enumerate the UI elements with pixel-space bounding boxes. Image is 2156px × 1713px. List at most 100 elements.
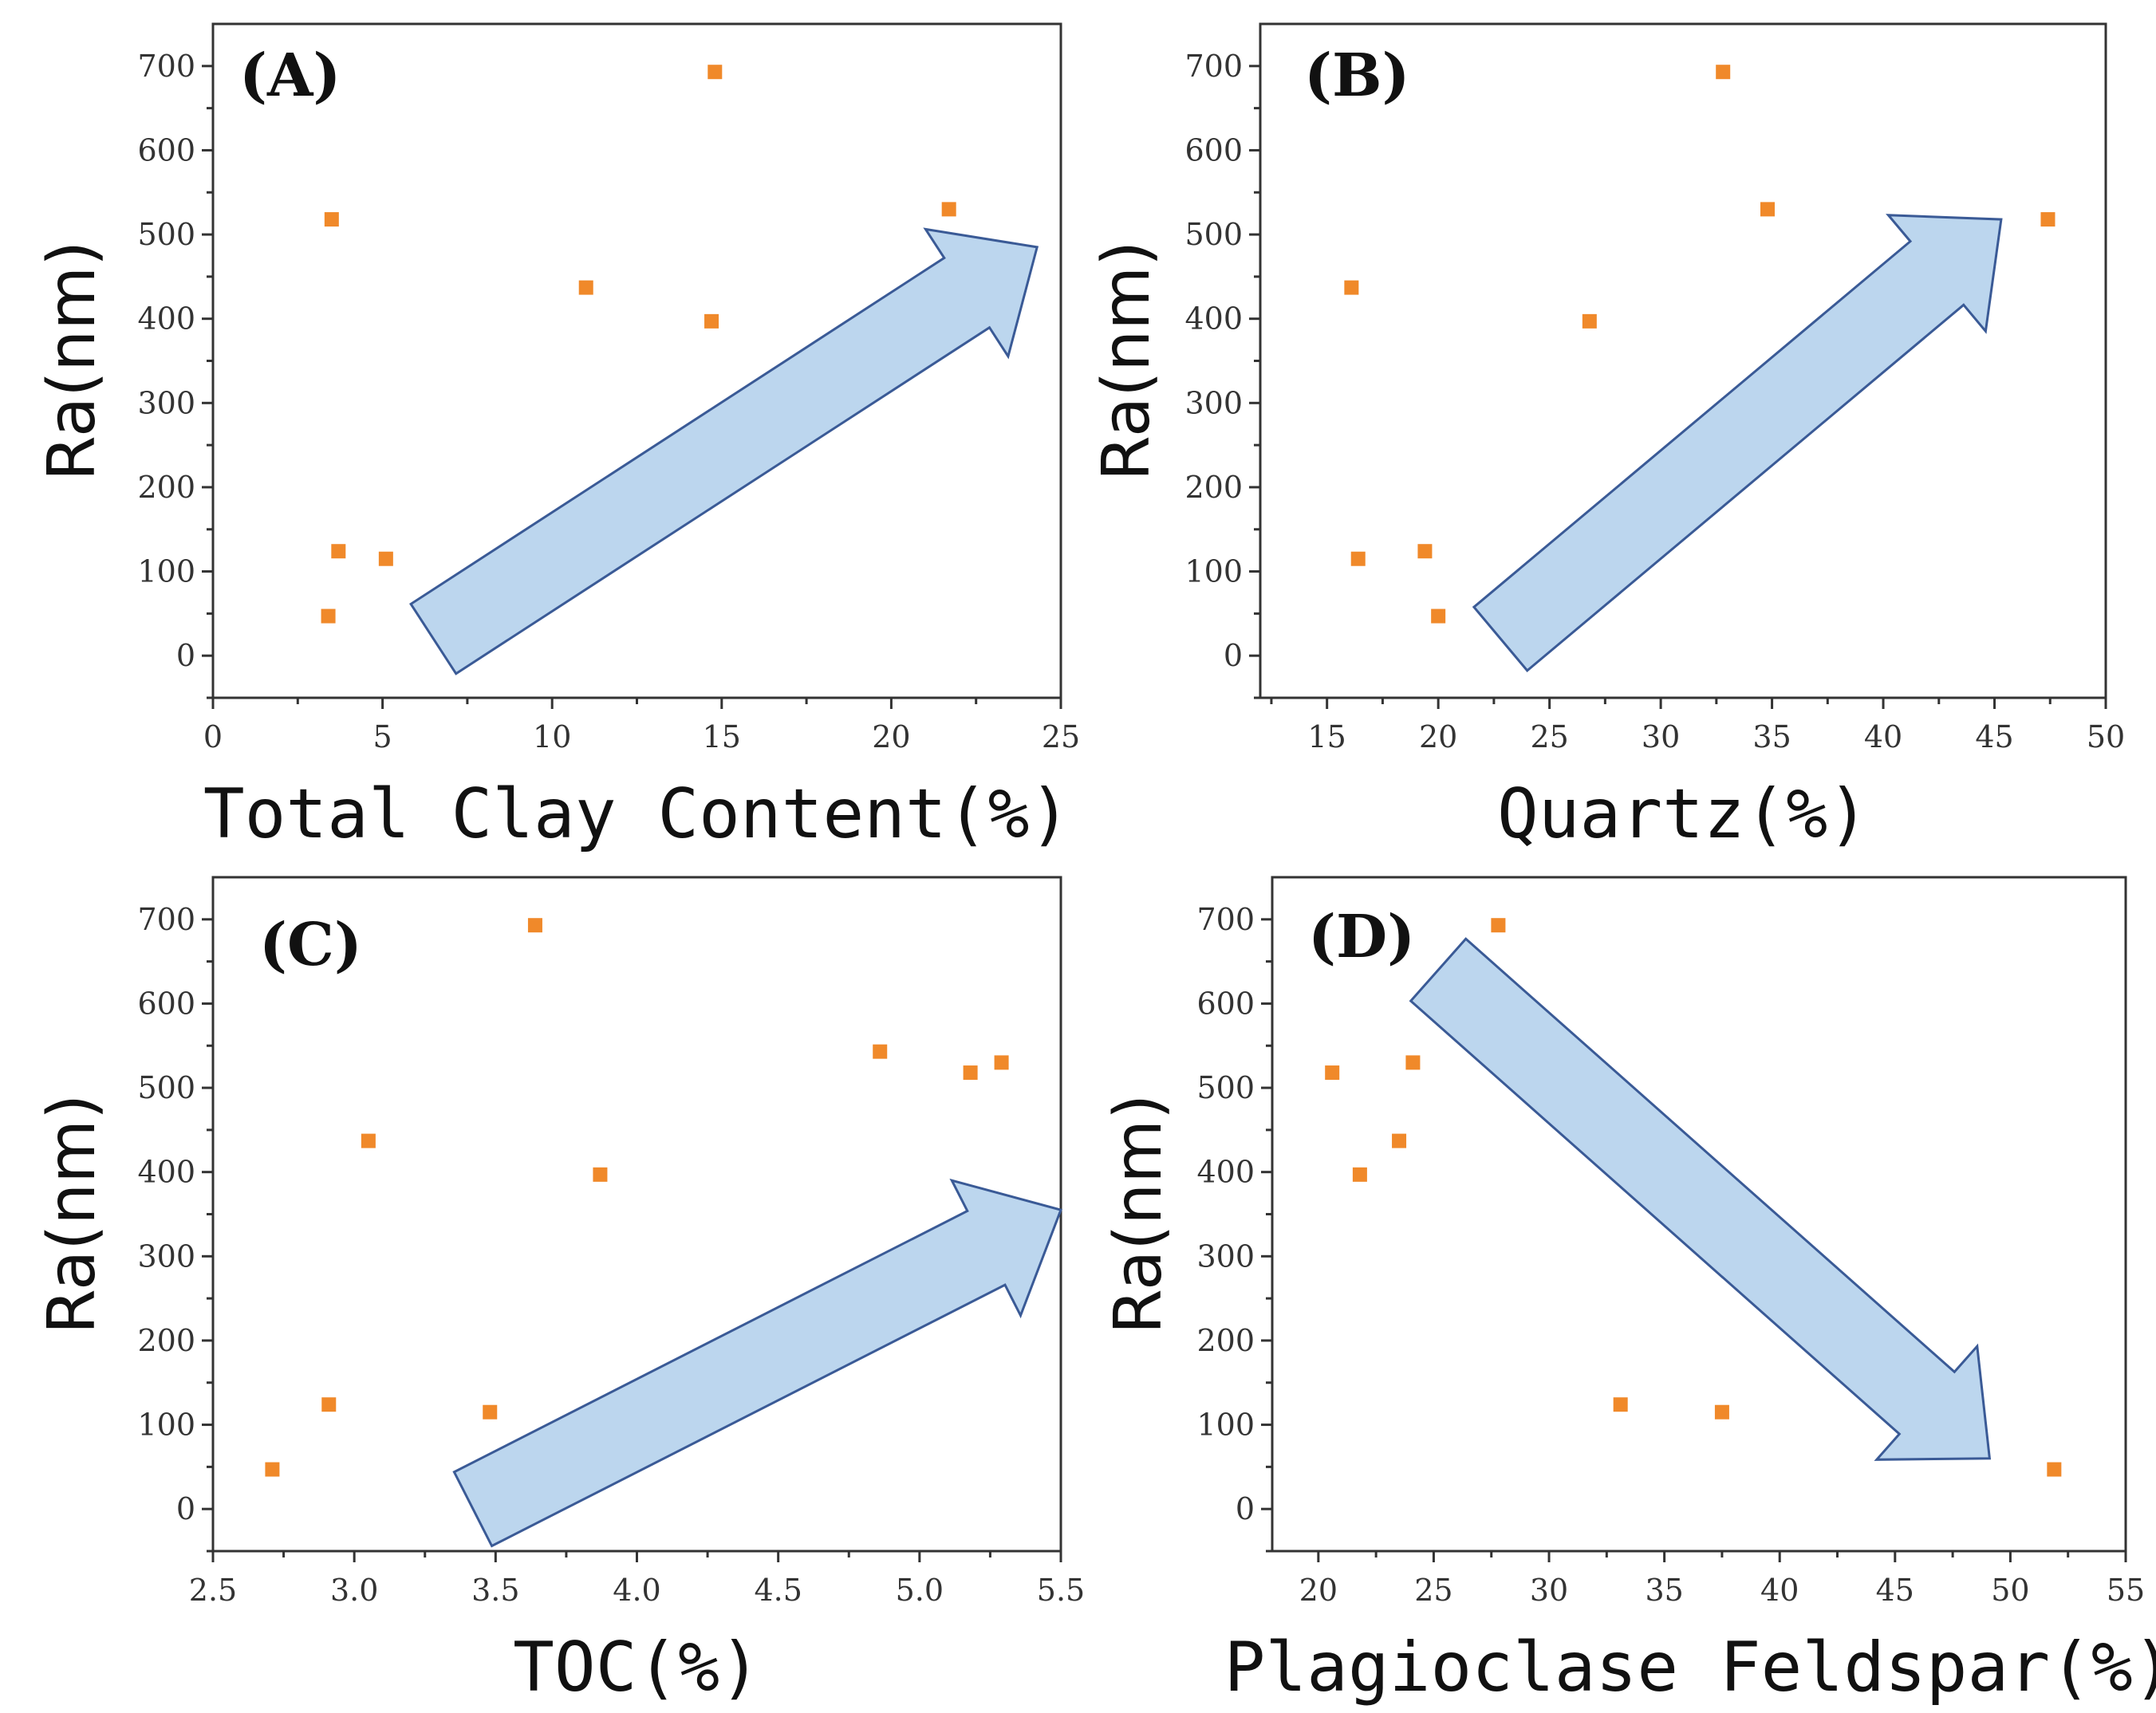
y-tick-label: 200 <box>137 1323 195 1358</box>
y-tick-label: 600 <box>1184 132 1243 167</box>
data-point <box>2040 212 2055 226</box>
data-point <box>1351 552 1366 566</box>
y-tick-label: 500 <box>137 1070 195 1105</box>
data-point <box>331 544 345 558</box>
y-tick-label: 700 <box>137 49 195 84</box>
y-tick-label: 500 <box>1196 1070 1255 1105</box>
y-tick-label: 100 <box>137 1408 195 1443</box>
data-point <box>707 65 722 79</box>
y-tick-label: 200 <box>137 470 195 505</box>
y-tick-label: 700 <box>1184 49 1243 84</box>
data-point <box>964 1065 978 1080</box>
y-tick-label: 400 <box>1184 301 1243 337</box>
data-point <box>873 1045 887 1059</box>
data-point <box>593 1168 607 1182</box>
y-tick-label: 600 <box>1196 986 1255 1021</box>
trend-arrow-increasing <box>1474 215 2001 671</box>
data-point <box>1583 314 1597 329</box>
x-axis-title: Total Clay Content(%) <box>203 774 1070 854</box>
data-point <box>483 1405 497 1420</box>
x-tick-label: 3.5 <box>471 1573 519 1608</box>
y-tick-label: 0 <box>176 638 195 673</box>
data-point <box>1392 1134 1406 1148</box>
plot-frame <box>1260 24 2106 698</box>
x-tick-label: 50 <box>1991 1573 2029 1608</box>
data-point <box>265 1463 279 1477</box>
x-tick-label: 35 <box>1645 1573 1683 1608</box>
y-axis-title: Ra(nm) <box>34 1094 110 1334</box>
x-tick-label: 20 <box>1299 1573 1338 1608</box>
panel-label: (B) <box>1304 41 1410 110</box>
data-point <box>1716 65 1730 79</box>
panel-label: (A) <box>239 41 341 110</box>
y-tick-label: 300 <box>137 385 195 420</box>
x-tick-label: 25 <box>1042 719 1080 754</box>
panel-label: (C) <box>259 911 362 979</box>
panel-c: 0 100 200 300 400 500 600 700 2.5 3.0 3.5 4.0 4.5 5.0… <box>34 877 1085 1707</box>
panel-label: (D) <box>1308 903 1415 971</box>
x-tick-label: 30 <box>1642 719 1680 754</box>
x-tick-label: 4.0 <box>613 1573 660 1608</box>
data-point <box>321 609 336 624</box>
x-tick-label: 40 <box>1760 1573 1799 1608</box>
y-tick-label: 0 <box>1236 1491 1255 1526</box>
y-axis-title: Ra(nm) <box>1101 1094 1177 1334</box>
data-point <box>379 552 393 566</box>
x-tick-label: 45 <box>1975 719 2013 754</box>
data-point <box>1405 1055 1420 1069</box>
x-tick-label: 30 <box>1530 1573 1568 1608</box>
panel-a: 0 100 200 300 400 500 600 700 0 5 10 15 20 25 (A) Total… <box>34 24 1080 854</box>
x-tick-label: 5.5 <box>1037 1573 1085 1608</box>
x-tick-label: 55 <box>2107 1573 2145 1608</box>
x-axis-title: TOC(%) <box>513 1628 761 1707</box>
y-axis-title: Ra(nm) <box>1089 241 1165 481</box>
panel-b: 0 100 200 300 400 500 600 700 15 20 25 30 35 40 45 50 (B… <box>1089 24 2125 854</box>
x-axis-title: Quartz(%) <box>1497 774 1869 854</box>
y-tick-label: 500 <box>1184 217 1243 252</box>
y-tick-label: 700 <box>137 902 195 937</box>
y-tick-label: 200 <box>1184 470 1243 505</box>
data-point <box>1431 609 1445 624</box>
data-point <box>1353 1168 1367 1182</box>
y-tick-label: 600 <box>137 986 195 1021</box>
data-point <box>1614 1397 1628 1412</box>
y-axis-title: Ra(nm) <box>34 241 110 481</box>
x-tick-label: 45 <box>1876 1573 1914 1608</box>
x-tick-label: 2.5 <box>189 1573 237 1608</box>
data-point <box>995 1055 1009 1069</box>
data-point <box>579 281 593 295</box>
y-tick-label: 600 <box>137 132 195 167</box>
x-tick-label: 4.5 <box>754 1573 802 1608</box>
x-axis-title: Plagioclase Feldspar(%) <box>1224 1628 2156 1707</box>
data-point <box>704 314 719 329</box>
data-point <box>528 918 542 932</box>
y-tick-label: 100 <box>137 554 195 589</box>
x-tick-label: 25 <box>1414 1573 1452 1608</box>
data-point <box>1325 1065 1339 1080</box>
data-point <box>321 1397 336 1412</box>
x-tick-label: 0 <box>203 719 223 754</box>
y-tick-label: 200 <box>1196 1323 1255 1358</box>
panel-d: 0 100 200 300 400 500 600 700 20 25 30 35 40 45 50 55 (D… <box>1101 877 2156 1707</box>
data-point <box>1491 918 1505 932</box>
data-point <box>325 212 339 226</box>
data-point <box>361 1134 376 1148</box>
trend-arrow-increasing <box>454 1180 1061 1546</box>
y-tick-label: 0 <box>1224 638 1243 673</box>
x-tick-label: 10 <box>533 719 571 754</box>
x-tick-label: 25 <box>1530 719 1568 754</box>
x-tick-label: 20 <box>872 719 910 754</box>
data-point <box>1760 202 1775 216</box>
data-point <box>942 202 956 216</box>
figure: 01002003004005006007000 5 10 15 20 25(A)Total… <box>0 0 2156 1713</box>
x-tick-label: 50 <box>2087 719 2125 754</box>
y-tick-label: 0 <box>176 1491 195 1526</box>
x-tick-label: 15 <box>1308 719 1346 754</box>
y-tick-label: 500 <box>137 217 195 252</box>
x-tick-label: 5.0 <box>896 1573 944 1608</box>
y-tick-label: 100 <box>1196 1408 1255 1443</box>
x-tick-label: 20 <box>1419 719 1457 754</box>
data-point <box>1344 281 1358 295</box>
data-point <box>1417 544 1432 558</box>
y-tick-label: 400 <box>137 301 195 337</box>
